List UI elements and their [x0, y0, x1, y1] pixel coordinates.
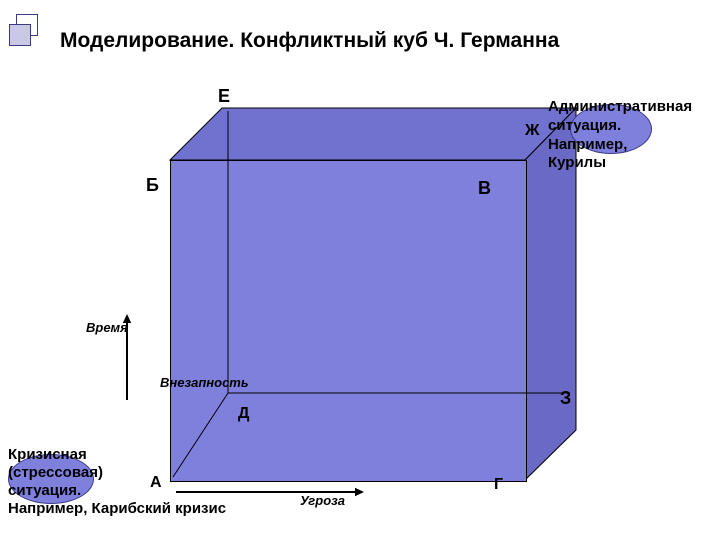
axis-threat-label: Угроза [300, 493, 345, 508]
admin-callout: Административнаяситуация.Например,Курилы [548, 98, 692, 173]
crisis-callout: Кризисная(стрессовая)ситуация.Например, … [8, 446, 226, 518]
